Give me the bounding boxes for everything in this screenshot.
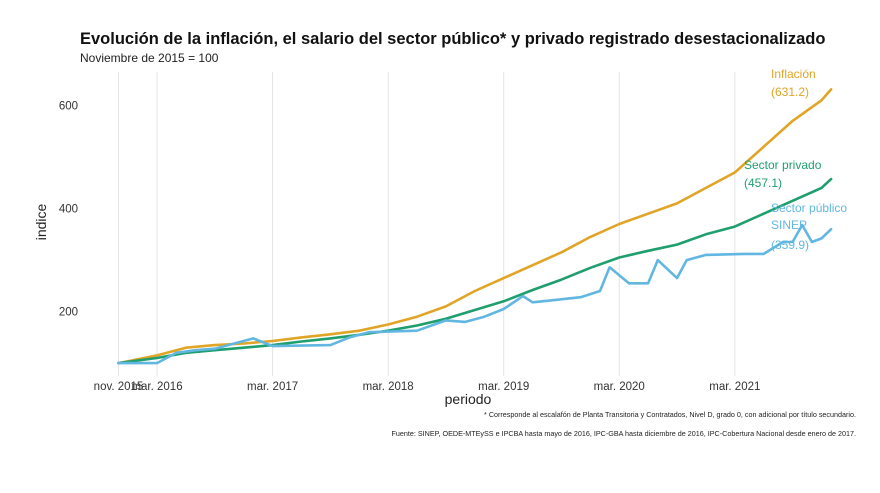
footnote-source: Fuente: SINEP, OEDE-MTEySS e IPCBA hasta… [391, 429, 856, 438]
x-tick-label: mar. 2019 [478, 381, 529, 393]
series-lines [117, 88, 833, 365]
series-name-label: Sector privado [744, 158, 822, 172]
x-tick-label: mar. 2020 [594, 381, 645, 393]
chart-subtitle: Noviembre de 2015 = 100 [80, 51, 219, 65]
footnote-scale: * Corresponde al escalafón de Planta Tra… [484, 410, 856, 419]
x-tick-label: mar. 2017 [247, 381, 298, 393]
series-name-label: SINEP [771, 218, 807, 232]
series-name-label: Inflación [771, 67, 816, 81]
x-tick-label: nov. 2015 [94, 381, 144, 393]
series-value-label: (359.9) [771, 238, 809, 252]
series-line-3 [117, 223, 833, 365]
series-labels: Inflación (631.2) Sector privado (457.1) Sec… [744, 67, 847, 252]
x-tick-label: mar. 2016 [131, 381, 182, 393]
series-value-label: (631.2) [771, 85, 809, 99]
y-tick-label: 200 [59, 307, 78, 319]
y-tick-label: 400 [59, 204, 78, 216]
series-line-2 [117, 177, 833, 365]
chart-title: Evolución de la inflación, el salario de… [80, 30, 826, 48]
x-axis-title: periodo [445, 391, 492, 407]
x-tick-label: mar. 2018 [363, 381, 414, 393]
grid-lines [118, 72, 736, 376]
y-tick-label: 600 [59, 100, 78, 112]
x-tick-label: mar. 2021 [709, 381, 760, 393]
series-line-1 [117, 88, 833, 365]
y-axis-title: indice [33, 204, 49, 241]
series-value-label: (457.1) [744, 176, 782, 190]
series-name-label: Sector público [771, 201, 847, 215]
